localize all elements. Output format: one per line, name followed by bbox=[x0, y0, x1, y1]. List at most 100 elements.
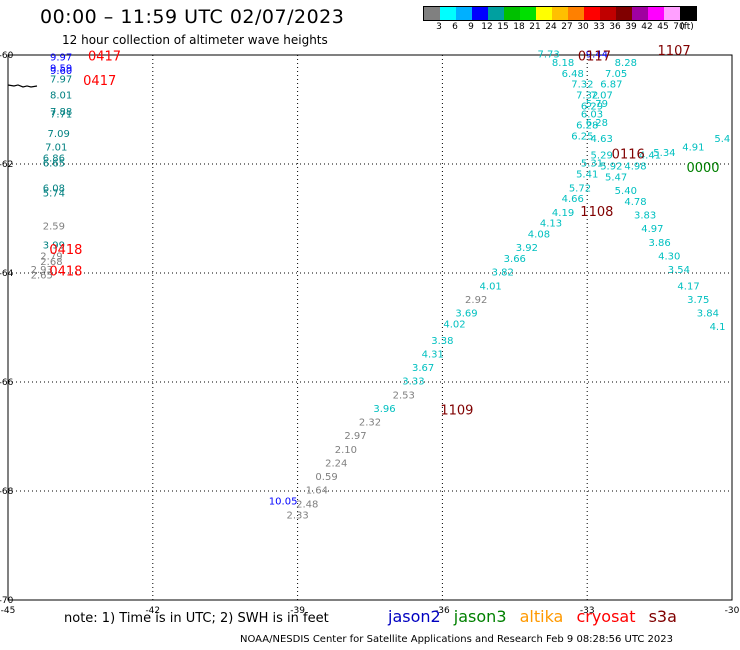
legend-label: 70 bbox=[673, 22, 685, 32]
legend-swatch bbox=[424, 7, 440, 20]
wave-height-point: 7.88 bbox=[50, 107, 72, 118]
wave-height-point: 7.71 bbox=[50, 110, 72, 121]
wave-height-point: 3.92 bbox=[516, 243, 538, 254]
wave-height-point: 3.84 bbox=[697, 309, 719, 320]
wave-height-point: 4.41 bbox=[639, 151, 661, 162]
legend-label: 3 bbox=[436, 22, 442, 32]
wave-height-point: 4.01 bbox=[480, 281, 502, 292]
legend-label: 24 bbox=[545, 22, 557, 32]
legend-swatch bbox=[632, 7, 648, 20]
map-frame bbox=[7, 54, 733, 601]
wave-height-point: 2.79 bbox=[40, 251, 62, 262]
wave-height-point: 7.97 bbox=[50, 74, 72, 85]
wave-height-point: 9.60 bbox=[50, 66, 72, 77]
lat-tick-label: -70 bbox=[0, 596, 14, 606]
wave-height-point: 7.32 bbox=[571, 80, 593, 91]
wave-height-point: 5.79 bbox=[586, 99, 608, 110]
legend-swatch bbox=[648, 7, 664, 20]
island-outline bbox=[7, 84, 38, 88]
wave-height-point: 8.18 bbox=[552, 58, 574, 69]
lat-tick-label: -64 bbox=[0, 269, 14, 279]
wave-height-point: 7.09 bbox=[48, 129, 70, 140]
wave-height-point: 2.68 bbox=[40, 257, 62, 268]
wave-height-point: 4.13 bbox=[540, 219, 562, 230]
legend-swatch bbox=[440, 7, 456, 20]
wave-height-point: 4.19 bbox=[552, 208, 574, 219]
pass-time-label: 0417 bbox=[88, 49, 121, 64]
lat-tick-label: -60 bbox=[0, 51, 14, 61]
wave-height-point: 6.65 bbox=[43, 159, 65, 170]
legend-swatch bbox=[504, 7, 520, 20]
wave-height-point: 5.74 bbox=[43, 189, 65, 200]
map-subtitle: 12 hour collection of altimeter wave hei… bbox=[62, 33, 328, 47]
wave-height-point: 3.82 bbox=[492, 268, 514, 279]
wave-height-point: 9.97 bbox=[50, 52, 72, 63]
wave-height-point: 5.29 bbox=[591, 151, 613, 162]
legend-swatch bbox=[472, 7, 488, 20]
wave-height-point: 4.31 bbox=[422, 349, 444, 360]
lat-tick-label: -62 bbox=[0, 160, 13, 170]
legend-label: 9 bbox=[468, 22, 474, 32]
wave-height-point: 2.53 bbox=[393, 390, 415, 401]
pass-time-label: 0418 bbox=[49, 243, 82, 258]
wave-height-point: 8.28 bbox=[615, 58, 637, 69]
lon-tick-label: -39 bbox=[290, 606, 305, 616]
legend-label: 27 bbox=[561, 22, 573, 32]
wave-height-point: 6.87 bbox=[600, 80, 622, 91]
legend-label: 21 bbox=[529, 22, 541, 32]
lon-tick-label: -42 bbox=[145, 606, 160, 616]
pass-time-labels: 0417 0417 0418 0418 0117 1107 0116 0000 1108 1109 bbox=[49, 44, 719, 419]
wave-height-point: 2.32 bbox=[359, 418, 381, 429]
wave-height-point: 3.66 bbox=[504, 254, 526, 265]
wave-height-point: 4.66 bbox=[562, 194, 584, 205]
wave-height-point: 2.65 bbox=[31, 270, 53, 281]
wave-height-point: 3.83 bbox=[634, 211, 656, 222]
legend-swatch bbox=[536, 7, 552, 20]
legend-swatch bbox=[584, 7, 600, 20]
wave-height-point: 6.03 bbox=[581, 110, 603, 121]
legend-swatch bbox=[568, 7, 584, 20]
lat-tick-label: -68 bbox=[0, 487, 14, 497]
wave-height-point: 2.97 bbox=[344, 431, 366, 442]
wave-height-point: 8.01 bbox=[50, 91, 72, 102]
wave-height-point: 5.47 bbox=[605, 172, 627, 183]
wave-height-point: 2.24 bbox=[325, 458, 347, 469]
wave-height-point: 7.32 bbox=[576, 91, 598, 102]
wave-height-point: 3.86 bbox=[648, 238, 670, 249]
wave-height-point: 3.33 bbox=[402, 377, 424, 388]
lon-corner-label: -45 bbox=[1, 606, 16, 616]
wave-height-point: 2.48 bbox=[296, 499, 318, 510]
sat-jason3: jason3 bbox=[453, 607, 507, 626]
legend-label: 39 bbox=[625, 22, 637, 32]
wave-height-point: 3.69 bbox=[455, 309, 477, 320]
wave-height-point: 6.48 bbox=[562, 69, 584, 80]
pass-time-label: 0000 bbox=[686, 161, 719, 176]
wave-height-point: 4.08 bbox=[528, 230, 550, 241]
wave-height-point: 2.33 bbox=[286, 510, 308, 521]
wave-height-point: 2.93 bbox=[31, 265, 53, 276]
map-title: 00:00 – 11:59 UTC 02/07/2023 bbox=[40, 6, 345, 28]
wave-height-point: 6.28 bbox=[586, 118, 608, 129]
wave-height-point: 5.72 bbox=[569, 183, 591, 194]
legend-label: 33 bbox=[593, 22, 605, 32]
wave-height-point: 4.17 bbox=[677, 281, 699, 292]
legend-label: 6 bbox=[452, 22, 458, 32]
pass-time-label: 0117 bbox=[578, 49, 611, 64]
pass-time-label: 1107 bbox=[658, 44, 691, 59]
legend-swatch bbox=[456, 7, 472, 20]
wave-height-point: 5.40 bbox=[615, 186, 637, 197]
legend-swatch bbox=[664, 7, 680, 20]
wave-height-point: 10.05 bbox=[269, 497, 298, 508]
lon-tick-label: -30 bbox=[725, 606, 740, 616]
wave-height-point: 4.1 bbox=[710, 322, 726, 333]
legend-swatch bbox=[520, 7, 536, 20]
lat-tick-label: -66 bbox=[0, 378, 14, 388]
wave-height-point: 7.73 bbox=[537, 50, 559, 61]
pass-time-label: 1108 bbox=[580, 205, 613, 220]
wave-height-point: 3.99 bbox=[43, 240, 65, 251]
footer-credit: NOAA/NESDIS Center for Satellite Applica… bbox=[240, 634, 673, 645]
map-border bbox=[7, 54, 733, 601]
legend-label: 36 bbox=[609, 22, 621, 32]
wave-height-values: 9.979.599.60 9.44 10.05 7.97 8.01 7.887.71 7.0… bbox=[31, 50, 731, 522]
wave-height-point: 7.07 bbox=[591, 91, 613, 102]
